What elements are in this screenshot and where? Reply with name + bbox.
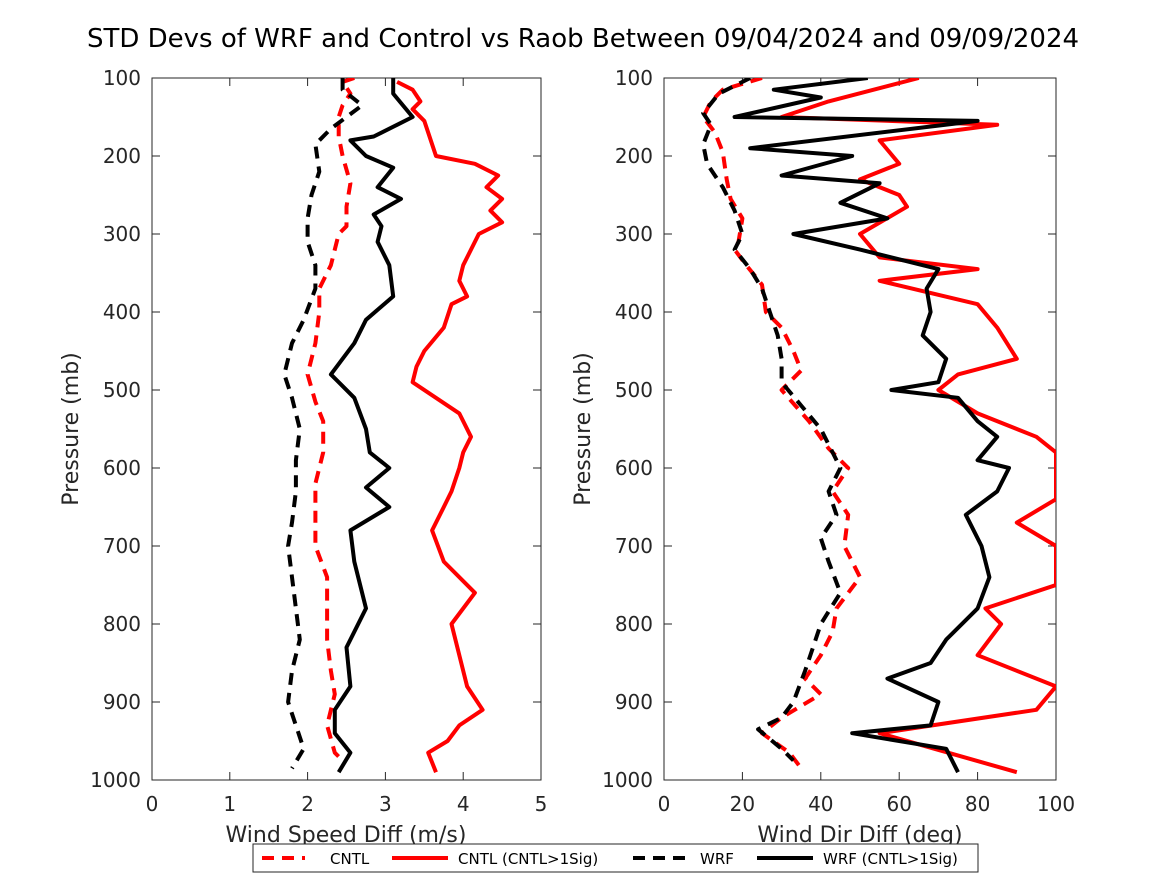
y-tick-label: 500 bbox=[103, 378, 141, 402]
legend-box bbox=[252, 843, 979, 873]
series-line-wrf bbox=[701, 78, 843, 762]
y-tick-label: 100 bbox=[615, 66, 653, 90]
legend-entry: WRF bbox=[633, 850, 734, 868]
legend-label: WRF bbox=[700, 850, 734, 868]
y-tick-label: 600 bbox=[103, 456, 141, 480]
y-tick-label: 500 bbox=[615, 378, 653, 402]
plot-wind-direction-ylabel: Pressure (mb) bbox=[571, 352, 596, 506]
x-tick-label: 0 bbox=[146, 792, 159, 816]
y-tick-label: 1000 bbox=[90, 768, 141, 792]
figure-title: STD Devs of WRF and Control vs Raob Betw… bbox=[87, 24, 1079, 54]
legend-entry: WRF (CNTL>1Sig) bbox=[757, 850, 958, 868]
y-tick-label: 800 bbox=[103, 612, 141, 636]
legend-label: CNTL bbox=[330, 850, 370, 868]
legend: CNTL CNTL (CNTL>1Sig) WRF WRF (CNTL>1Sig… bbox=[252, 843, 979, 873]
series-line-wrf-cntl-1sig bbox=[328, 78, 415, 774]
y-tick-label: 800 bbox=[615, 612, 653, 636]
legend-entry: CNTL bbox=[262, 850, 370, 868]
y-tick-label: 700 bbox=[103, 534, 141, 558]
legend-label: WRF (CNTL>1Sig) bbox=[823, 850, 958, 868]
y-tick-label: 600 bbox=[615, 456, 653, 480]
series-line-cntl-cntl-1sig bbox=[779, 78, 1056, 775]
plot-wind-speed-series bbox=[282, 78, 505, 774]
series-line-wrf bbox=[282, 78, 365, 770]
legend-label: CNTL (CNTL>1Sig) bbox=[458, 850, 598, 868]
plot-wind-direction-series bbox=[701, 78, 1056, 775]
y-tick-label: 300 bbox=[103, 222, 141, 246]
y-tick-label: 700 bbox=[615, 534, 653, 558]
x-tick-label: 60 bbox=[886, 792, 911, 816]
y-tick-label: 1000 bbox=[602, 768, 653, 792]
series-line-cntl-cntl-1sig bbox=[396, 80, 505, 773]
y-tick-label: 200 bbox=[615, 144, 653, 168]
plot-wind-speed-frame bbox=[151, 77, 542, 781]
x-tick-label: 100 bbox=[1037, 792, 1075, 816]
plot-wind-direction-ticks: 0 20 40 60 80 100 100 200 300 400 500 600 700 800 900 1… bbox=[602, 66, 1075, 816]
y-tick-label: 300 bbox=[615, 222, 653, 246]
y-tick-label: 100 bbox=[103, 66, 141, 90]
x-tick-label: 5 bbox=[535, 792, 548, 816]
x-tick-label: 1 bbox=[223, 792, 236, 816]
y-tick-label: 400 bbox=[103, 300, 141, 324]
x-tick-label: 40 bbox=[808, 792, 833, 816]
legend-entry: CNTL (CNTL>1Sig) bbox=[392, 850, 598, 868]
y-tick-label: 900 bbox=[103, 690, 141, 714]
x-tick-label: 4 bbox=[457, 792, 470, 816]
series-line-cntl bbox=[305, 78, 355, 762]
y-tick-label: 900 bbox=[615, 690, 653, 714]
series-line-cntl bbox=[701, 78, 862, 770]
x-tick-label: 0 bbox=[658, 792, 671, 816]
y-tick-label: 400 bbox=[615, 300, 653, 324]
plot-wind-speed-ticks: 0 1 2 3 4 5 100 200 300 400 500 600 700 800 900 1000 bbox=[90, 66, 547, 816]
series-line-wrf-cntl-1sig bbox=[732, 78, 1011, 774]
plot-wind-speed-ylabel: Pressure (mb) bbox=[59, 352, 84, 506]
x-tick-label: 20 bbox=[730, 792, 755, 816]
x-tick-label: 3 bbox=[379, 792, 392, 816]
y-tick-label: 200 bbox=[103, 144, 141, 168]
x-tick-label: 2 bbox=[301, 792, 314, 816]
x-tick-label: 80 bbox=[965, 792, 990, 816]
